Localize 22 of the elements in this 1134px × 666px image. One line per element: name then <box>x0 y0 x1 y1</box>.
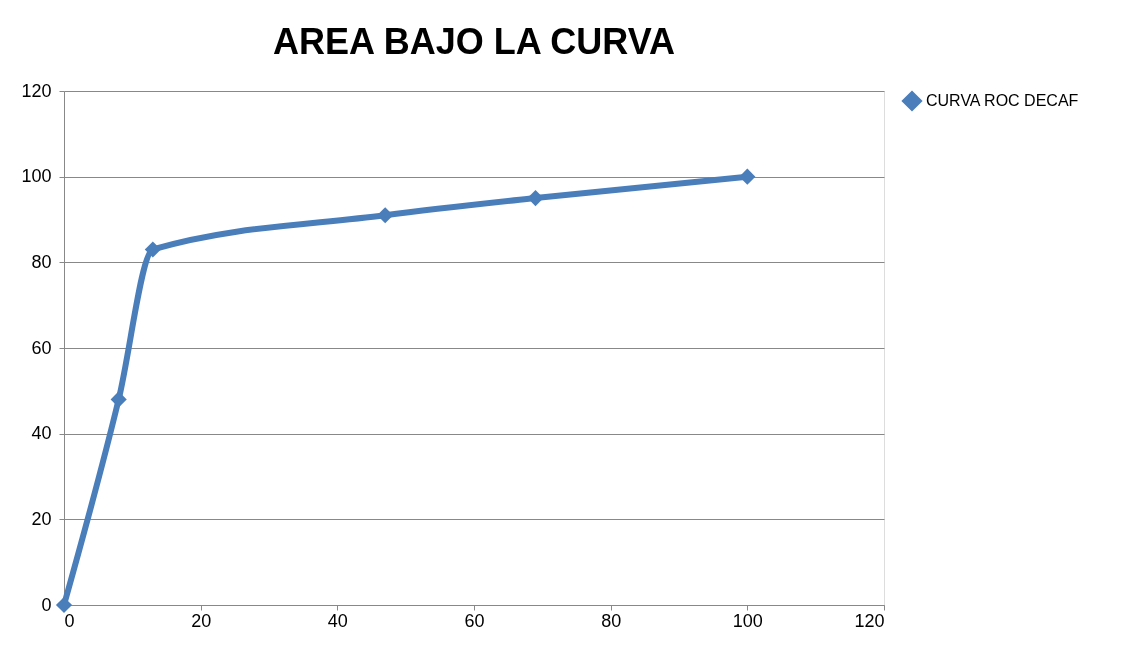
y-tick-label: 60 <box>31 337 52 358</box>
x-tick-label: 0 <box>64 610 75 631</box>
point <box>55 596 73 614</box>
point <box>110 391 127 408</box>
point <box>377 207 394 224</box>
x-tick-label: 20 <box>191 610 212 631</box>
point <box>739 168 756 185</box>
y-tick-label: 80 <box>31 251 52 272</box>
x-tick-label: 40 <box>327 610 348 631</box>
y-tick-label: 20 <box>31 508 52 529</box>
legend-label: CURVA ROC DECAF <box>926 92 1079 109</box>
point <box>527 190 544 207</box>
x-tick-label: 120 <box>854 610 885 631</box>
y-tick-label: 100 <box>21 166 52 187</box>
x-tick-label: 60 <box>464 610 485 631</box>
chart-title: AREA BAJO LA CURVA <box>272 21 676 62</box>
y-tick-label: 0 <box>41 594 52 615</box>
x-tick-label: 80 <box>601 610 622 631</box>
y-tick-label: 40 <box>31 423 52 444</box>
point <box>144 241 161 258</box>
x-tick-label: 100 <box>732 610 763 631</box>
y-tick-label: 120 <box>21 80 52 101</box>
